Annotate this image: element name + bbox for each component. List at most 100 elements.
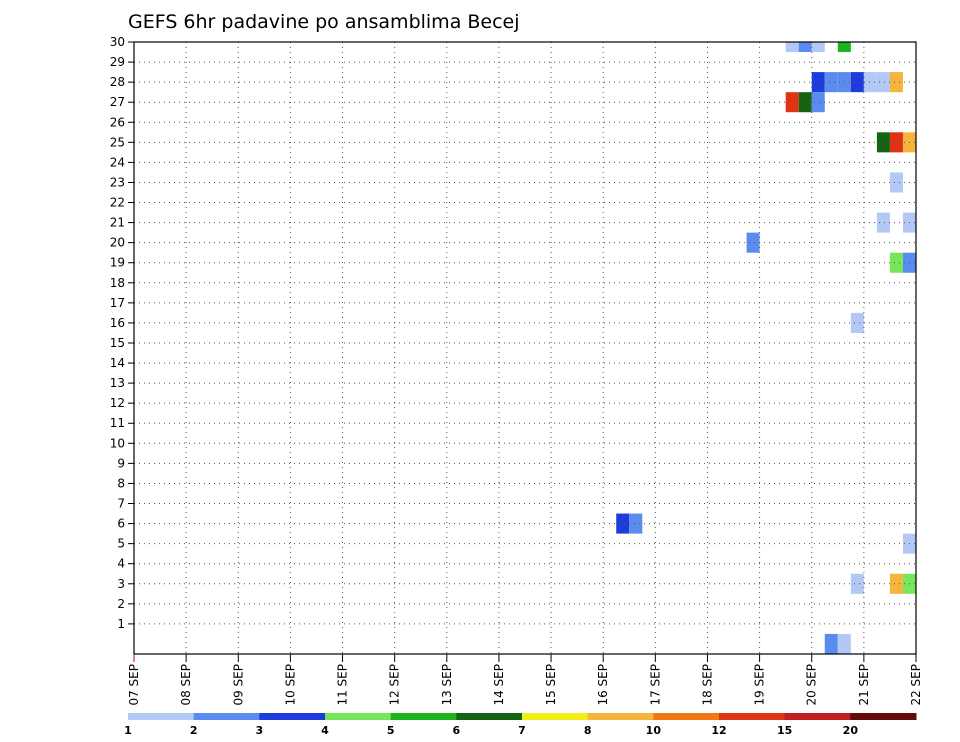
y-tick-label: 1 bbox=[117, 617, 125, 631]
colorbar-swatch bbox=[128, 713, 195, 720]
x-tick-label: 19 SEP bbox=[753, 664, 767, 706]
y-tick-label: 9 bbox=[117, 456, 125, 470]
colorbar-swatch bbox=[456, 713, 523, 720]
precip-cell bbox=[876, 212, 890, 233]
precipitation-cells bbox=[616, 42, 916, 654]
precip-cell bbox=[811, 42, 825, 53]
y-tick-label: 7 bbox=[117, 497, 125, 511]
colorbar: 1 2 3 4 5 6 7 8 10 12 15 20 bbox=[124, 713, 917, 737]
y-tick-label: 26 bbox=[110, 115, 125, 129]
colorbar-label: 6 bbox=[453, 724, 461, 737]
plot-frame bbox=[133, 41, 917, 655]
y-tick-label: 3 bbox=[117, 577, 125, 591]
precip-cell bbox=[824, 633, 838, 654]
colorbar-swatch bbox=[784, 713, 851, 720]
precip-cell bbox=[798, 92, 812, 113]
precip-cell bbox=[850, 573, 864, 594]
precip-cell bbox=[889, 132, 903, 153]
precip-cell bbox=[798, 42, 812, 53]
colorbar-swatch bbox=[653, 713, 720, 720]
x-axis: 07 SEP 08 SEP 09 SEP 10 SEP 11 SEP 12 SEP 13 S… bbox=[127, 654, 923, 706]
x-tick-label: 18 SEP bbox=[700, 664, 714, 706]
y-tick-label: 23 bbox=[110, 175, 125, 189]
y-tick-label: 27 bbox=[110, 95, 125, 109]
x-tick-label: 12 SEP bbox=[388, 664, 402, 706]
x-tick-label: 22 SEP bbox=[909, 664, 923, 706]
x-tick-label: 20 SEP bbox=[805, 664, 819, 706]
colorbar-label: 5 bbox=[387, 724, 395, 737]
colorbar-label: 8 bbox=[584, 724, 592, 737]
colorbar-label: 12 bbox=[711, 724, 726, 737]
x-tick-label: 11 SEP bbox=[336, 664, 350, 706]
y-tick-label: 16 bbox=[110, 316, 125, 330]
y-tick-label: 17 bbox=[110, 296, 125, 310]
precip-cell bbox=[863, 72, 877, 93]
y-tick-label: 21 bbox=[110, 216, 125, 230]
precip-cell bbox=[889, 573, 903, 594]
y-tick-label: 28 bbox=[110, 75, 125, 89]
colorbar-swatch bbox=[719, 713, 786, 720]
colorbar-label: 2 bbox=[190, 724, 198, 737]
precip-cell bbox=[616, 513, 630, 534]
precip-cell bbox=[811, 72, 825, 93]
colorbar-label: 10 bbox=[646, 724, 662, 737]
precip-cell bbox=[837, 42, 851, 53]
precip-cell bbox=[629, 513, 643, 534]
precip-cell bbox=[785, 92, 799, 113]
x-tick-label: 21 SEP bbox=[857, 664, 871, 706]
precip-cell bbox=[889, 72, 903, 93]
y-tick-label: 10 bbox=[110, 436, 125, 450]
precip-cell bbox=[850, 312, 864, 333]
x-tick-label: 17 SEP bbox=[648, 664, 662, 706]
x-tick-label: 08 SEP bbox=[179, 664, 193, 706]
colorbar-label: 3 bbox=[256, 724, 264, 737]
y-tick-label: 8 bbox=[117, 476, 125, 490]
y-tick-label: 5 bbox=[117, 537, 125, 551]
y-tick-label: 19 bbox=[110, 256, 125, 270]
y-tick-label: 15 bbox=[110, 336, 125, 350]
x-tick-label: 13 SEP bbox=[440, 664, 454, 706]
colorbar-swatch bbox=[390, 713, 457, 720]
y-tick-label: 14 bbox=[110, 356, 125, 370]
y-tick-label: 20 bbox=[110, 236, 125, 250]
x-tick-label: 14 SEP bbox=[492, 664, 506, 706]
x-tick-label: 15 SEP bbox=[544, 664, 558, 706]
colorbar-swatch bbox=[587, 713, 654, 720]
y-tick-label: 12 bbox=[110, 396, 125, 410]
colorbar-swatch bbox=[193, 713, 260, 720]
precip-cell bbox=[876, 132, 890, 153]
x-tick-label: 10 SEP bbox=[283, 664, 297, 706]
y-tick-label: 18 bbox=[110, 276, 125, 290]
precip-cell bbox=[850, 72, 864, 93]
precip-cell bbox=[746, 232, 760, 253]
y-tick-label: 30 bbox=[110, 35, 125, 49]
y-tick-label: 13 bbox=[110, 376, 125, 390]
colorbar-label: 7 bbox=[518, 724, 526, 737]
colorbar-swatch bbox=[325, 713, 392, 720]
precip-cell bbox=[824, 72, 838, 93]
precip-cell bbox=[889, 172, 903, 193]
colorbar-label: 1 bbox=[124, 724, 132, 737]
precip-cell bbox=[889, 252, 903, 273]
colorbar-swatch bbox=[259, 713, 326, 720]
y-tick-label: 4 bbox=[117, 557, 125, 571]
precip-cell bbox=[837, 633, 851, 654]
colorbar-label: 20 bbox=[843, 724, 859, 737]
y-tick-label: 22 bbox=[110, 196, 125, 210]
x-tick-label: 07 SEP bbox=[127, 664, 141, 706]
y-tick-label: 6 bbox=[117, 517, 125, 531]
precip-cell bbox=[785, 42, 799, 53]
colorbar-swatch bbox=[850, 713, 917, 720]
x-tick-label: 09 SEP bbox=[231, 664, 245, 706]
grid-lines bbox=[134, 42, 916, 654]
colorbar-swatch bbox=[522, 713, 589, 720]
y-tick-label: 24 bbox=[110, 155, 125, 169]
precip-cell bbox=[811, 92, 825, 113]
y-tick-label: 25 bbox=[110, 135, 125, 149]
colorbar-label: 15 bbox=[777, 724, 792, 737]
y-axis: 1234567891011121314151617181920212223242… bbox=[110, 35, 134, 631]
precip-cell bbox=[876, 72, 890, 93]
chart-title: GEFS 6hr padavine po ansamblima Becej bbox=[128, 11, 520, 33]
y-tick-label: 29 bbox=[110, 55, 125, 69]
